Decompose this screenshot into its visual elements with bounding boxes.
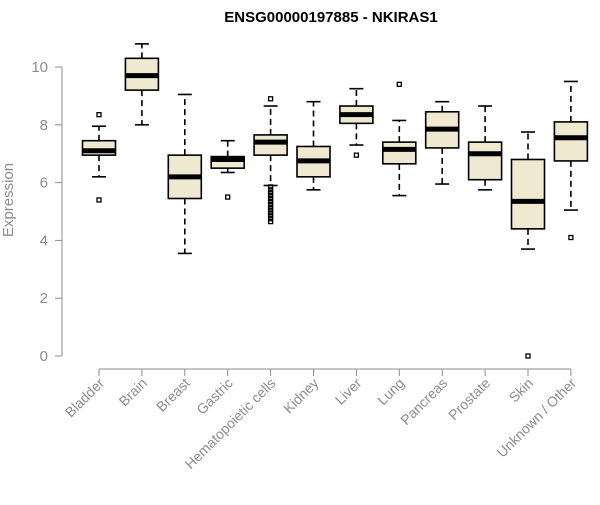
iqr-box xyxy=(381,141,417,165)
iqr-box xyxy=(253,134,288,156)
box-group xyxy=(381,81,417,197)
outlier-point xyxy=(267,207,274,213)
outlier-point xyxy=(267,187,274,193)
box-group xyxy=(296,100,331,191)
box-group xyxy=(167,93,203,255)
box-group xyxy=(553,80,589,241)
outlier-point xyxy=(267,184,274,190)
outlier-point xyxy=(267,192,274,199)
outlier-point xyxy=(267,190,274,196)
x-tick-label: Unknown / Other xyxy=(493,375,579,461)
outlier-point xyxy=(267,216,274,222)
y-tick-label: 10 xyxy=(31,59,48,76)
chart-title: ENSG00000197885 - NKIRAS1 xyxy=(224,9,437,26)
x-tick-label: Prostate xyxy=(445,375,493,423)
outlier-point xyxy=(353,152,360,158)
box-group xyxy=(124,43,160,126)
x-tick-label: Brain xyxy=(116,375,150,409)
iqr-box xyxy=(210,155,245,169)
outlier-point xyxy=(96,112,102,118)
outlier-point xyxy=(267,210,274,216)
x-tick-label: Lung xyxy=(374,375,407,408)
y-tick-label: 6 xyxy=(40,175,48,192)
box-group xyxy=(467,105,503,191)
box-group xyxy=(81,112,117,203)
outlier-point xyxy=(267,195,274,202)
y-axis-label: Expression xyxy=(0,163,17,237)
box-group xyxy=(339,87,374,158)
x-tick-label: Pancreas xyxy=(397,375,450,428)
box-group xyxy=(424,100,460,185)
outlier-point xyxy=(568,234,574,241)
outlier-point xyxy=(267,218,274,225)
outlier-point xyxy=(267,201,274,207)
outlier-point xyxy=(267,204,274,210)
x-tick-label: Breast xyxy=(153,375,193,415)
y-tick-label: 0 xyxy=(40,348,48,365)
iqr-box xyxy=(467,141,503,181)
x-tick-label: Liver xyxy=(332,375,365,408)
box-group xyxy=(253,96,288,225)
outlier-point xyxy=(267,96,274,102)
y-tick-label: 8 xyxy=(40,117,48,134)
outlier-point xyxy=(525,353,531,359)
outlier-point xyxy=(267,198,274,205)
x-tick-label: Bladder xyxy=(62,375,108,421)
boxes xyxy=(81,43,589,359)
outlier-point xyxy=(267,213,274,219)
x-tick-label: Skin xyxy=(506,375,537,406)
outlier-point xyxy=(396,81,402,87)
box-group xyxy=(510,131,546,359)
y-tick-label: 2 xyxy=(40,290,48,307)
x-tick-label: Kidney xyxy=(280,375,322,417)
box-group xyxy=(210,139,245,200)
outlier-point xyxy=(225,194,231,200)
iqr-box xyxy=(553,121,589,162)
iqr-box xyxy=(510,158,546,230)
outlier-point xyxy=(96,197,102,203)
x-tick-label: Gastric xyxy=(193,375,236,418)
y-tick-label: 4 xyxy=(40,232,48,249)
